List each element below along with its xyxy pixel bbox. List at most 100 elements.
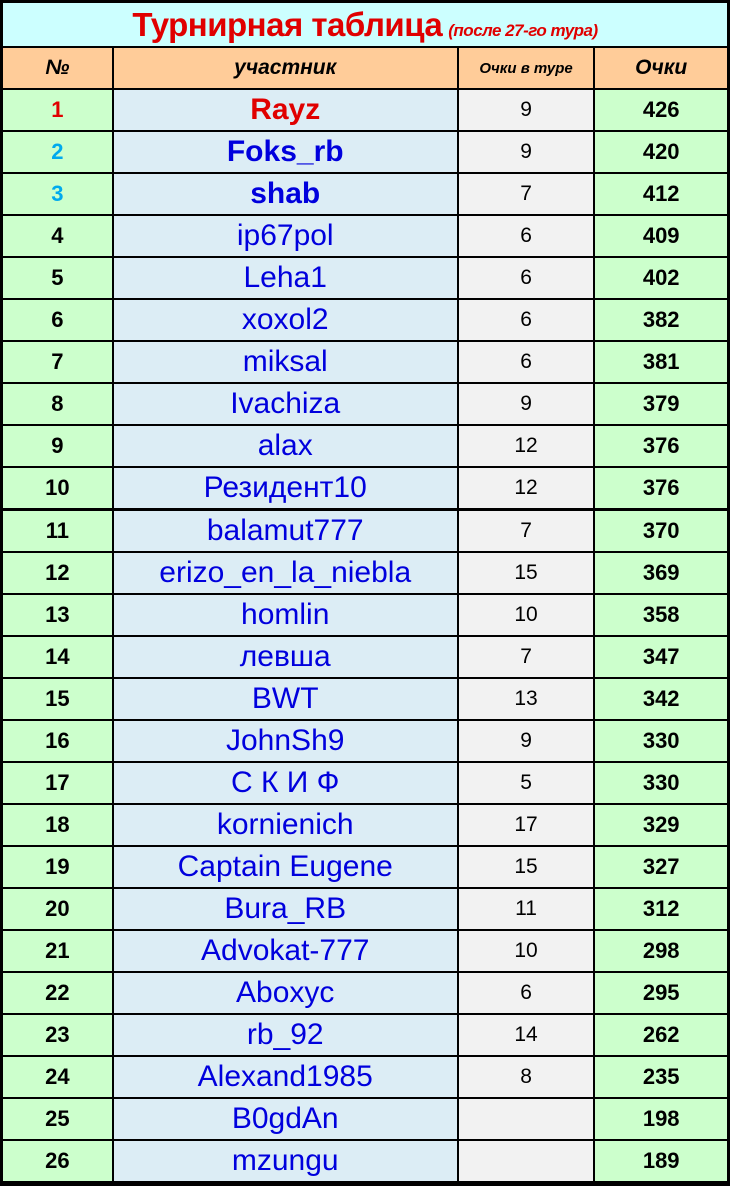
cell-total-points: 330 xyxy=(595,721,728,761)
cell-participant: Aboxyc xyxy=(113,973,457,1013)
cell-total-points: 402 xyxy=(595,258,728,298)
table-row: 23 rb_92 14 262 xyxy=(3,1015,728,1055)
cell-round-points: 15 xyxy=(458,553,594,593)
cell-rank: 21 xyxy=(3,931,112,971)
cell-round-points: 8 xyxy=(458,1057,594,1097)
cell-rank: 14 xyxy=(3,637,112,677)
cell-participant: левша xyxy=(113,637,457,677)
cell-participant: С К И Ф xyxy=(113,763,457,803)
cell-round-points: 13 xyxy=(458,679,594,719)
cell-participant: Leha1 xyxy=(113,258,457,298)
cell-rank: 2 xyxy=(3,132,112,172)
cell-total-points: 376 xyxy=(595,426,728,466)
table-row: 12 erizo_en_la_niebla 15 369 xyxy=(3,553,728,593)
cell-rank: 1 xyxy=(3,90,112,130)
cell-round-points: 9 xyxy=(458,90,594,130)
cell-round-points: 7 xyxy=(458,637,594,677)
cell-rank: 25 xyxy=(3,1099,112,1139)
cell-round-points: 9 xyxy=(458,132,594,172)
cell-round-points: 10 xyxy=(458,595,594,635)
cell-rank: 3 xyxy=(3,174,112,214)
cell-rank: 10 xyxy=(3,468,112,508)
cell-rank: 20 xyxy=(3,889,112,929)
table-row: 10 Резидент10 12 376 xyxy=(3,468,728,509)
cell-round-points: 17 xyxy=(458,805,594,845)
standings-table: Турнирная таблица (после 27-го тура) № уч… xyxy=(3,3,728,1183)
cell-total-points: 369 xyxy=(595,553,728,593)
cell-participant: Резидент10 xyxy=(113,468,457,508)
cell-total-points: 426 xyxy=(595,90,728,130)
header-participant: участник xyxy=(113,48,457,88)
cell-participant: Bura_RB xyxy=(113,889,457,929)
cell-round-points: 12 xyxy=(458,426,594,466)
table-row: 1 Rayz 9 426 xyxy=(3,90,728,130)
cell-round-points: 6 xyxy=(458,258,594,298)
cell-participant: Foks_rb xyxy=(113,132,457,172)
cell-total-points: 358 xyxy=(595,595,728,635)
table-row: 11 balamut777 7 370 xyxy=(3,511,728,551)
cell-participant: xoxol2 xyxy=(113,300,457,340)
cell-total-points: 327 xyxy=(595,847,728,887)
table-row: 2 Foks_rb 9 420 xyxy=(3,132,728,172)
cell-total-points: 295 xyxy=(595,973,728,1013)
table-row: 17 С К И Ф 5 330 xyxy=(3,763,728,803)
header-points: Очки xyxy=(595,48,728,88)
cell-rank: 24 xyxy=(3,1057,112,1097)
cell-total-points: 189 xyxy=(595,1141,728,1181)
cell-rank: 11 xyxy=(3,511,112,551)
cell-round-points: 9 xyxy=(458,384,594,424)
cell-round-points: 7 xyxy=(458,511,594,551)
cell-total-points: 342 xyxy=(595,679,728,719)
cell-rank: 4 xyxy=(3,216,112,256)
cell-round-points: 7 xyxy=(458,174,594,214)
table-row: 14 левша 7 347 xyxy=(3,637,728,677)
cell-round-points: 14 xyxy=(458,1015,594,1055)
table-row: 6 xoxol2 6 382 xyxy=(3,300,728,340)
cell-rank: 7 xyxy=(3,342,112,382)
cell-total-points: 347 xyxy=(595,637,728,677)
cell-participant: B0gdAn xyxy=(113,1099,457,1139)
cell-participant: erizo_en_la_niebla xyxy=(113,553,457,593)
cell-rank: 16 xyxy=(3,721,112,761)
subtitle-text: (после 27-го тура) xyxy=(448,21,598,40)
cell-rank: 5 xyxy=(3,258,112,298)
cell-participant: rb_92 xyxy=(113,1015,457,1055)
cell-round-points: 6 xyxy=(458,216,594,256)
table-row: 20 Bura_RB 11 312 xyxy=(3,889,728,929)
table-row: 19 Captain Eugene 15 327 xyxy=(3,847,728,887)
table-row: 16 JohnSh9 9 330 xyxy=(3,721,728,761)
cell-rank: 23 xyxy=(3,1015,112,1055)
header-rank: № xyxy=(3,48,112,88)
cell-total-points: 312 xyxy=(595,889,728,929)
cell-participant: shab xyxy=(113,174,457,214)
cell-total-points: 412 xyxy=(595,174,728,214)
cell-round-points: 10 xyxy=(458,931,594,971)
table-row: 15 BWT 13 342 xyxy=(3,679,728,719)
cell-total-points: 235 xyxy=(595,1057,728,1097)
cell-total-points: 420 xyxy=(595,132,728,172)
cell-participant: alax xyxy=(113,426,457,466)
cell-total-points: 379 xyxy=(595,384,728,424)
cell-rank: 13 xyxy=(3,595,112,635)
cell-total-points: 381 xyxy=(595,342,728,382)
cell-participant: miksal xyxy=(113,342,457,382)
cell-participant: kornienich xyxy=(113,805,457,845)
cell-participant: Captain Eugene xyxy=(113,847,457,887)
cell-total-points: 330 xyxy=(595,763,728,803)
cell-total-points: 370 xyxy=(595,511,728,551)
cell-total-points: 298 xyxy=(595,931,728,971)
cell-participant: BWT xyxy=(113,679,457,719)
table-row: 13 homlin 10 358 xyxy=(3,595,728,635)
header-round-points: Очки в туре xyxy=(458,48,594,88)
table-row: 21 Advokat-777 10 298 xyxy=(3,931,728,971)
cell-participant: JohnSh9 xyxy=(113,721,457,761)
cell-total-points: 382 xyxy=(595,300,728,340)
cell-participant: mzungu xyxy=(113,1141,457,1181)
cell-total-points: 329 xyxy=(595,805,728,845)
table-row: 26 mzungu 189 xyxy=(3,1141,728,1181)
cell-participant: Alexand1985 xyxy=(113,1057,457,1097)
cell-participant: balamut777 xyxy=(113,511,457,551)
cell-round-points: 15 xyxy=(458,847,594,887)
cell-round-points: 5 xyxy=(458,763,594,803)
cell-participant: ip67pol xyxy=(113,216,457,256)
